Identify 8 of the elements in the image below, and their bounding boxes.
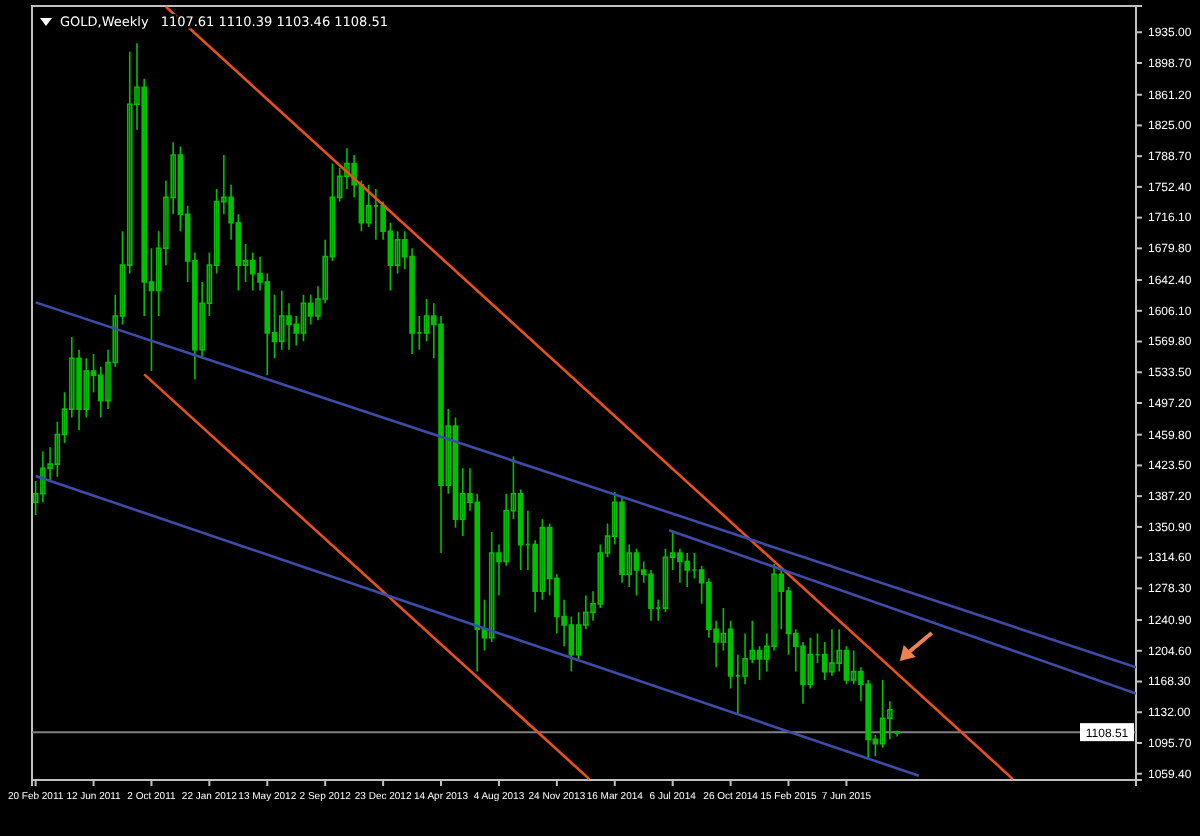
candlestick: [684, 552, 690, 588]
candlestick: [250, 251, 256, 292]
candlestick: [373, 188, 379, 241]
candlestick: [648, 569, 654, 622]
candlestick: [351, 154, 357, 199]
candlestick: [829, 628, 835, 677]
candlestick: [619, 497, 625, 584]
candlestick: [278, 289, 285, 351]
